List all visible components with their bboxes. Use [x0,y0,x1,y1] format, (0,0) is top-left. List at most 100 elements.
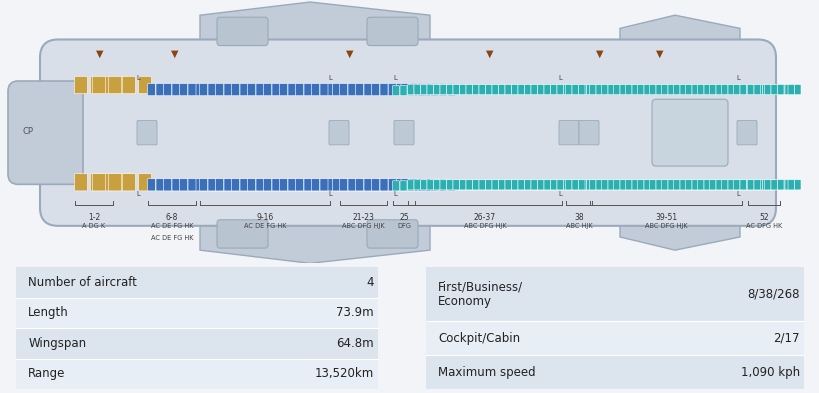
FancyBboxPatch shape [688,180,695,190]
FancyBboxPatch shape [640,180,647,190]
FancyBboxPatch shape [337,84,345,96]
FancyBboxPatch shape [231,84,239,96]
FancyBboxPatch shape [572,84,579,95]
FancyBboxPatch shape [120,174,133,191]
Text: 9-16: 9-16 [256,213,274,222]
FancyBboxPatch shape [382,179,391,191]
FancyBboxPatch shape [595,180,602,190]
FancyBboxPatch shape [730,180,736,190]
FancyBboxPatch shape [430,84,437,95]
FancyBboxPatch shape [709,84,716,95]
FancyBboxPatch shape [518,180,524,190]
FancyBboxPatch shape [277,84,285,96]
FancyBboxPatch shape [491,180,498,190]
FancyBboxPatch shape [479,180,486,190]
FancyBboxPatch shape [485,84,491,95]
FancyBboxPatch shape [423,179,431,191]
FancyBboxPatch shape [156,179,164,191]
FancyBboxPatch shape [654,84,660,95]
FancyBboxPatch shape [624,180,631,190]
FancyBboxPatch shape [521,180,527,190]
FancyBboxPatch shape [547,180,554,190]
FancyBboxPatch shape [278,179,286,191]
FancyBboxPatch shape [495,180,501,190]
Text: L: L [735,75,739,81]
FancyBboxPatch shape [452,180,459,190]
FancyBboxPatch shape [732,180,739,190]
FancyBboxPatch shape [609,180,615,190]
FancyBboxPatch shape [511,180,518,190]
FancyBboxPatch shape [452,84,459,95]
FancyBboxPatch shape [473,180,479,190]
FancyBboxPatch shape [690,84,696,95]
FancyBboxPatch shape [572,84,579,95]
FancyBboxPatch shape [407,86,414,96]
FancyBboxPatch shape [508,84,514,95]
FancyBboxPatch shape [625,180,631,190]
FancyBboxPatch shape [282,179,290,191]
FancyBboxPatch shape [337,179,345,191]
FancyBboxPatch shape [482,84,488,95]
Text: Number of aircraft: Number of aircraft [28,276,137,289]
FancyBboxPatch shape [541,84,547,95]
FancyBboxPatch shape [265,179,274,191]
FancyBboxPatch shape [229,84,238,96]
FancyBboxPatch shape [466,180,473,190]
FancyBboxPatch shape [794,180,800,190]
FancyBboxPatch shape [698,180,704,190]
FancyBboxPatch shape [304,84,311,96]
FancyBboxPatch shape [748,180,754,190]
FancyBboxPatch shape [229,179,238,191]
FancyBboxPatch shape [570,180,577,190]
Text: Range: Range [28,367,66,380]
FancyBboxPatch shape [393,121,414,145]
FancyBboxPatch shape [511,84,518,95]
FancyBboxPatch shape [674,180,680,190]
FancyBboxPatch shape [744,180,750,190]
FancyBboxPatch shape [498,84,505,95]
FancyBboxPatch shape [450,84,456,95]
FancyBboxPatch shape [602,180,609,190]
FancyBboxPatch shape [626,180,632,190]
FancyBboxPatch shape [295,179,303,191]
FancyBboxPatch shape [377,179,385,191]
FancyBboxPatch shape [168,84,176,96]
FancyBboxPatch shape [511,84,518,95]
FancyBboxPatch shape [446,180,452,190]
FancyBboxPatch shape [431,179,439,191]
FancyBboxPatch shape [414,179,422,191]
FancyBboxPatch shape [305,179,313,191]
FancyBboxPatch shape [647,180,654,190]
FancyBboxPatch shape [590,84,595,95]
FancyBboxPatch shape [400,181,406,191]
FancyBboxPatch shape [289,179,297,191]
FancyBboxPatch shape [242,179,250,191]
FancyBboxPatch shape [518,180,524,190]
FancyBboxPatch shape [369,179,377,191]
FancyBboxPatch shape [309,84,317,96]
FancyBboxPatch shape [626,84,632,95]
FancyBboxPatch shape [371,179,379,191]
FancyBboxPatch shape [393,84,401,96]
FancyBboxPatch shape [475,84,482,95]
FancyBboxPatch shape [93,77,106,94]
FancyBboxPatch shape [220,179,229,191]
FancyBboxPatch shape [756,84,762,95]
Polygon shape [200,208,429,263]
FancyBboxPatch shape [541,180,547,190]
FancyBboxPatch shape [719,180,726,190]
FancyBboxPatch shape [257,179,265,191]
FancyBboxPatch shape [777,84,784,95]
Bar [16,298,378,328]
FancyBboxPatch shape [720,84,726,95]
FancyBboxPatch shape [741,84,748,95]
FancyBboxPatch shape [219,84,227,96]
FancyBboxPatch shape [534,180,541,190]
FancyBboxPatch shape [638,84,645,95]
FancyBboxPatch shape [346,179,354,191]
FancyBboxPatch shape [440,180,446,190]
FancyBboxPatch shape [601,84,607,95]
FancyBboxPatch shape [744,84,750,95]
FancyBboxPatch shape [648,180,654,190]
FancyBboxPatch shape [743,84,749,95]
